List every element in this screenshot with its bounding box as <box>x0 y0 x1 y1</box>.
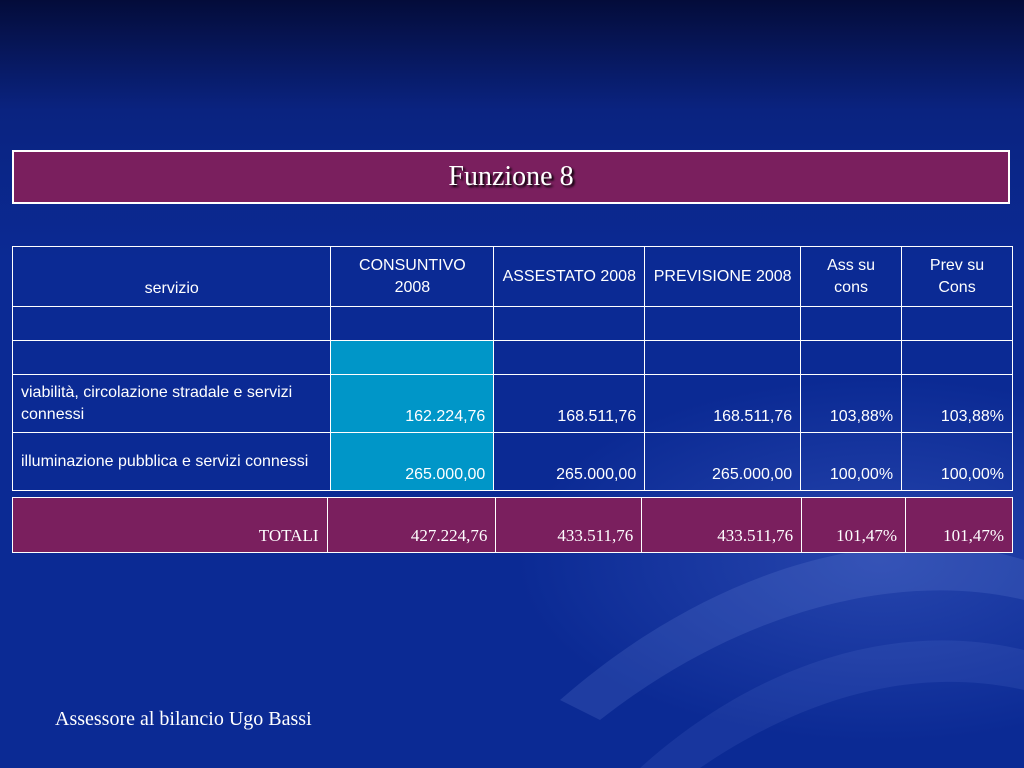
table-cell <box>11 340 332 375</box>
total-prev-su-cons: 101,47% <box>905 497 1013 553</box>
footer-text: Assessore al bilancio Ugo Bassi <box>55 708 312 730</box>
totals-table: TOTALI 427.224,76 433.511,76 433.511,76 … <box>12 497 1013 553</box>
header-ass-su-cons: Ass su cons <box>800 246 903 307</box>
table-cell <box>901 306 1013 341</box>
header-assestato: ASSESTATO 2008 <box>493 246 646 307</box>
consuntivo-value: 162.224,76 <box>330 374 495 433</box>
totals-row: TOTALI 427.224,76 433.511,76 433.511,76 … <box>12 497 1013 553</box>
header-servizio: servizio <box>11 246 332 307</box>
ass-su-cons-value: 103,88% <box>800 374 903 433</box>
consuntivo-value: 265.000,00 <box>330 432 495 491</box>
table-cell <box>493 340 646 375</box>
row-label-viabilita: viabilità, circolazione stradale e servi… <box>11 374 332 433</box>
header-row: servizio CONSUNTIVO 2008 ASSESTATO 2008 … <box>11 246 1013 307</box>
table-row <box>11 340 1013 375</box>
assestato-value: 168.511,76 <box>493 374 646 433</box>
totals-label: TOTALI <box>12 497 328 553</box>
table-cell <box>11 306 332 341</box>
header-consuntivo: CONSUNTIVO 2008 <box>330 246 495 307</box>
slide-title-box: Funzione 8 <box>12 150 1010 204</box>
table-cell <box>901 340 1013 375</box>
table-cell <box>800 340 903 375</box>
table-cell <box>644 306 802 341</box>
table-cell <box>330 340 495 375</box>
table-row: illuminazione pubblica e servizi conness… <box>11 432 1013 491</box>
prev-su-cons-value: 100,00% <box>901 432 1013 491</box>
previsione-value: 168.511,76 <box>644 374 802 433</box>
total-ass-su-cons: 101,47% <box>801 497 907 553</box>
slide-title: Funzione 8 <box>448 161 574 192</box>
table-cell <box>330 306 495 341</box>
total-consuntivo: 427.224,76 <box>326 497 497 553</box>
table-cell <box>800 306 903 341</box>
assestato-value: 265.000,00 <box>493 432 646 491</box>
previsione-value: 265.000,00 <box>644 432 802 491</box>
table-row: viabilità, circolazione stradale e servi… <box>11 374 1013 433</box>
prev-su-cons-value: 103,88% <box>901 374 1013 433</box>
header-previsione: PREVISIONE 2008 <box>644 246 802 307</box>
total-assestato: 433.511,76 <box>495 497 643 553</box>
row-label-illuminazione: illuminazione pubblica e servizi conness… <box>11 432 332 491</box>
total-previsione: 433.511,76 <box>641 497 803 553</box>
budget-table: servizio CONSUNTIVO 2008 ASSESTATO 2008 … <box>11 246 1013 491</box>
ass-su-cons-value: 100,00% <box>800 432 903 491</box>
table-cell <box>644 340 802 375</box>
table-row <box>11 306 1013 341</box>
header-prev-su-cons: Prev su Cons <box>901 246 1013 307</box>
table-cell <box>493 306 646 341</box>
